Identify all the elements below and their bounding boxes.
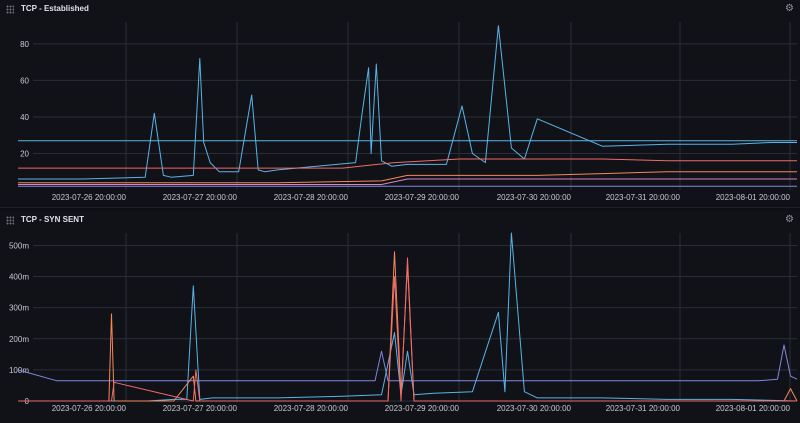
x-tick-label: 2023-07-30 20:00:00 (497, 404, 572, 413)
x-tick-label: 2023-07-27 20:00:00 (163, 404, 238, 413)
x-tick-label: 2023-07-26 20:00:00 (52, 193, 127, 202)
panel-title[interactable]: TCP - SYN SENT (21, 215, 84, 224)
x-tick-label: 2023-07-29 20:00:00 (385, 404, 460, 413)
y-tick-label: 200m (9, 335, 29, 344)
chart-tcp-established: 20 40 60 80 2023-07-26 20:00:00 2023-07-27 20… (18, 22, 797, 202)
x-tick-label: 2023-07-29 20:00:00 (385, 193, 460, 202)
drag-handle-icon[interactable] (6, 5, 14, 14)
y-tick-label: 500m (9, 241, 29, 250)
panel-header[interactable]: TCP - Established ⚙ (0, 0, 800, 20)
y-tick-label: 40 (20, 113, 29, 122)
x-tick-label: 2023-07-31 20:00:00 (606, 193, 681, 202)
x-tick-label: 2023-07-28 20:00:00 (274, 193, 349, 202)
x-tick-label: 2023-07-27 20:00:00 (163, 193, 238, 202)
series-line[interactable] (18, 232, 798, 402)
series-line[interactable] (17, 344, 798, 382)
gear-icon[interactable]: ⚙ (785, 3, 794, 14)
y-tick-label: 20 (20, 149, 29, 158)
panel-title[interactable]: TCP - Established (21, 4, 89, 13)
series-line[interactable] (18, 171, 797, 184)
panel-tcp-established: TCP - Established ⚙ 20 40 60 80 2023-07-26 2… (0, 0, 800, 208)
series-line[interactable] (18, 178, 797, 185)
y-tick-label: 60 (20, 76, 29, 85)
y-tick-label: 80 (20, 40, 29, 49)
gear-icon[interactable]: ⚙ (785, 214, 794, 225)
series-line[interactable] (18, 257, 797, 402)
drag-handle-icon[interactable] (6, 216, 14, 225)
series-line[interactable] (18, 158, 797, 169)
panel-tcp-syn-sent: TCP - SYN SENT ⚙ 0 100m 200m 300m 400m 500m 20… (0, 211, 800, 423)
x-tick-label: 2023-07-28 20:00:00 (274, 404, 349, 413)
x-tick-label: 2023-08-01 20:00:00 (716, 193, 791, 202)
y-tick-label: 400m (9, 273, 29, 282)
x-tick-label: 2023-08-01 20:00:00 (716, 404, 791, 413)
panel-header[interactable]: TCP - SYN SENT ⚙ (0, 211, 800, 231)
x-tick-label: 2023-07-30 20:00:00 (497, 193, 572, 202)
y-tick-label: 300m (9, 304, 29, 313)
x-tick-label: 2023-07-31 20:00:00 (606, 404, 681, 413)
series-line[interactable] (18, 25, 797, 180)
x-tick-label: 2023-07-26 20:00:00 (52, 404, 127, 413)
